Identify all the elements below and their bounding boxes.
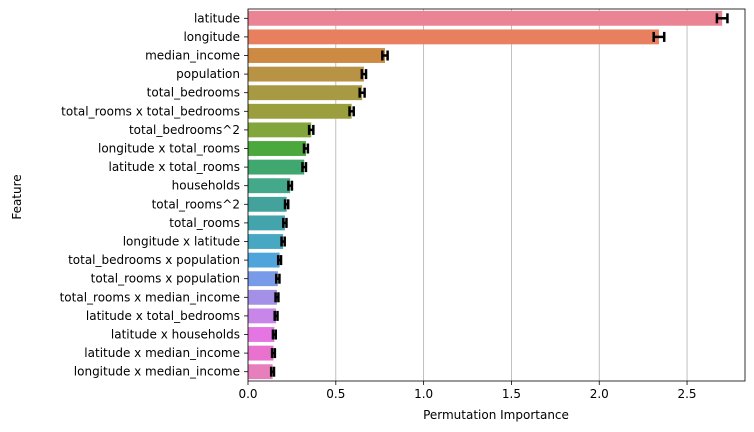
y-tick-label: total_rooms^2 [152, 197, 240, 211]
y-tick-label: median_income [145, 49, 240, 63]
x-tick-label: 1.0 [414, 387, 433, 401]
y-tick-label: total_rooms x total_bedrooms [61, 104, 240, 118]
bar [248, 252, 280, 268]
y-tick-label: latitude x households [111, 328, 240, 342]
y-tick-label: total_bedrooms^2 [129, 123, 240, 137]
bar [248, 289, 277, 305]
bar [248, 327, 275, 342]
bar [248, 29, 659, 45]
y-tick-label: total_rooms x median_income [60, 290, 240, 304]
y-tick-label: population [176, 67, 240, 81]
y-tick-label: total_bedrooms [147, 86, 240, 100]
y-tick-label: total_rooms [169, 216, 240, 230]
y-tick-label: latitude x total_rooms [108, 160, 240, 174]
y-tick-label: total_bedrooms x population [68, 253, 240, 267]
x-axis-title: Permutation Importance [423, 408, 569, 422]
bar [248, 271, 278, 287]
bar [248, 48, 385, 63]
y-tick-label: longitude x total_rooms [98, 142, 240, 156]
bar [248, 196, 287, 212]
bar [248, 85, 363, 101]
x-tick-label: 2.0 [590, 387, 609, 401]
bar [248, 345, 274, 361]
bar [248, 234, 284, 249]
bar [248, 141, 306, 156]
y-tick-label: total_rooms x population [91, 272, 240, 286]
bar [248, 122, 312, 138]
y-tick-label: households [172, 179, 240, 193]
x-tick-label: 1.5 [502, 387, 521, 401]
plot-frame [247, 8, 746, 382]
bar [248, 103, 352, 119]
bar [248, 159, 305, 175]
y-tick-label: latitude x median_income [84, 346, 240, 360]
y-axis-ticks: latitude longitude median_income population… [60, 11, 248, 379]
x-axis-ticks: 0.0 0.5 1.0 1.5 2.0 2.5 [238, 381, 697, 401]
bars [248, 10, 723, 380]
y-tick-label: latitude x total_bedrooms [86, 309, 240, 323]
x-tick-label: 0.0 [238, 387, 257, 401]
error-bars [269, 13, 729, 377]
bar [248, 178, 291, 194]
bar [248, 10, 723, 26]
x-tick-label: 2.5 [677, 387, 696, 401]
y-tick-label: longitude [183, 30, 240, 44]
bar [248, 215, 285, 231]
y-axis-title: Feature [10, 174, 24, 219]
bar [248, 364, 273, 380]
y-tick-label: longitude x latitude [123, 235, 240, 249]
bar [248, 308, 277, 324]
y-tick-label: longitude x median_income [74, 365, 240, 379]
gridlines [247, 9, 688, 381]
y-tick-label: latitude [194, 11, 240, 25]
bar [248, 66, 364, 82]
x-tick-label: 0.5 [326, 387, 345, 401]
